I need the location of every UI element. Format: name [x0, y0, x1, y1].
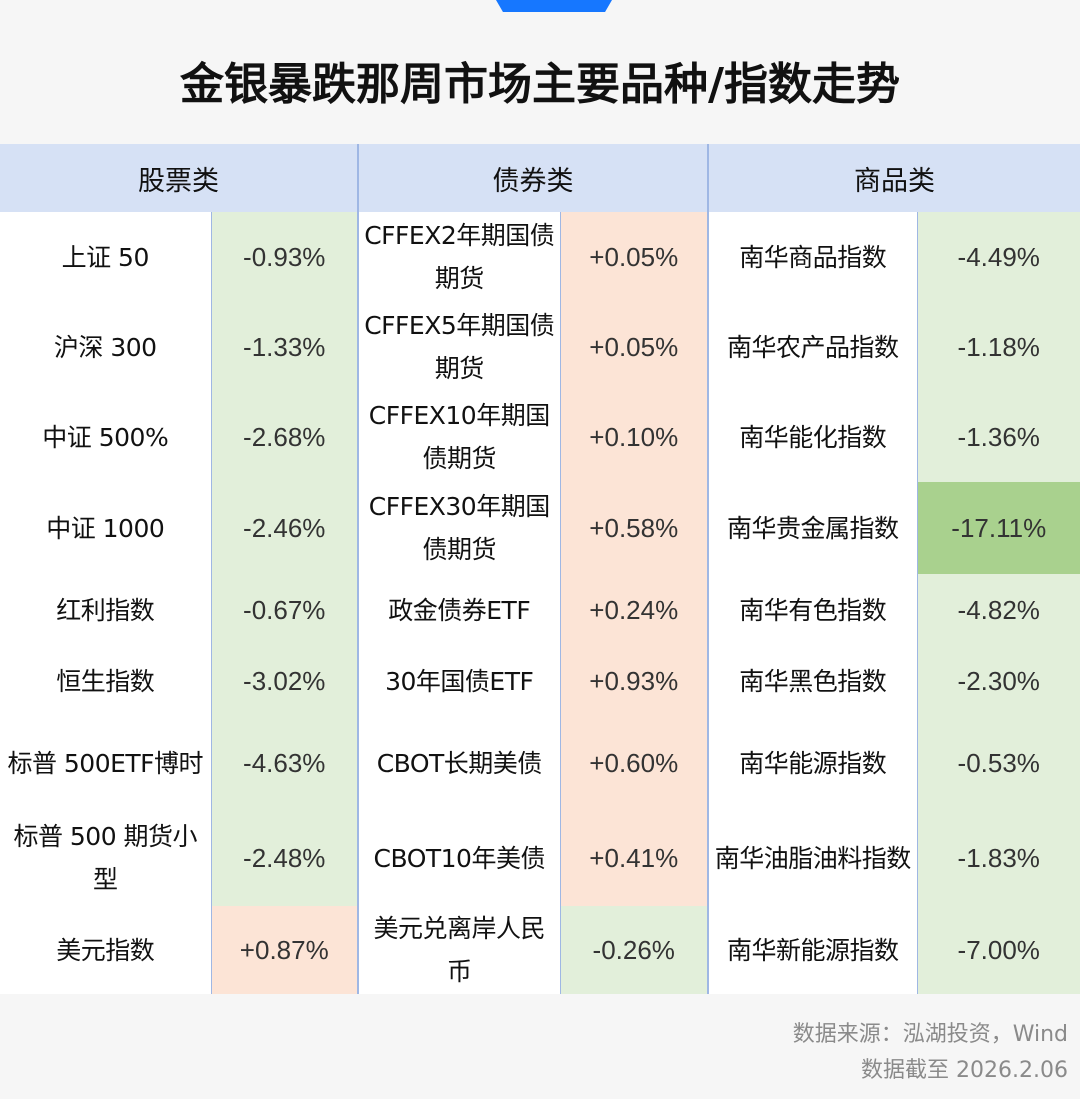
stock-name-cell: 标普 500 期货小型 — [0, 810, 211, 906]
bond-name-cell: 美元兑离岸人民币 — [357, 906, 560, 994]
table-row: 标普 500 期货小型 -2.48% CBOT10年美债 +0.41% 南华油脂油料指数… — [0, 810, 1080, 906]
bond-change-cell: +0.60% — [559, 716, 708, 810]
stock-name-cell: 红利指数 — [0, 574, 211, 646]
stock-change-cell: -4.63% — [210, 716, 358, 810]
table-row: 美元指数 +0.87% 美元兑离岸人民币 -0.26% 南华新能源指数 -7.00% — [0, 906, 1080, 994]
stock-change-cell: -0.67% — [210, 574, 358, 646]
stock-change-cell: -3.02% — [210, 646, 358, 716]
stock-change-cell: +0.87% — [210, 906, 358, 994]
source-note: 数据来源：泓湖投资，Wind — [792, 1022, 1068, 1047]
commodity-name-cell: 南华有色指数 — [707, 574, 917, 646]
bond-name-cell: 30年国债ETF — [357, 646, 560, 716]
commodity-change-cell: -1.18% — [916, 302, 1080, 392]
stock-name-cell: 恒生指数 — [0, 646, 211, 716]
table-row: 恒生指数 -3.02% 30年国债ETF +0.93% 南华黑色指数 -2.30% — [0, 646, 1080, 716]
commodity-change-cell: -2.30% — [916, 646, 1080, 716]
bond-change-cell: +0.93% — [559, 646, 708, 716]
commodity-change-cell: -0.53% — [916, 716, 1080, 810]
date-note: 数据截至 2026.2.06 — [861, 1058, 1068, 1083]
commodity-name-cell: 南华商品指数 — [707, 212, 917, 302]
stock-change-cell: -2.68% — [210, 392, 358, 482]
table-row: 红利指数 -0.67% 政金债券ETF +0.24% 南华有色指数 -4.82% — [0, 574, 1080, 646]
stock-name-cell: 标普 500ETF博时 — [0, 716, 211, 810]
column-header-stock: 股票类 — [0, 144, 358, 212]
bond-change-cell: +0.05% — [559, 212, 708, 302]
commodity-change-cell: -4.49% — [916, 212, 1080, 302]
table-row: 中证 1000 -2.46% CFFEX30年期国债期货 +0.58% 南华贵金属指数 -… — [0, 482, 1080, 574]
bond-change-cell: +0.41% — [559, 810, 708, 906]
market-table: 股票类 债券类 商品类 上证 50 -0.93% CFFEX2年期国债期货 +0.05… — [0, 144, 1080, 994]
column-header-commodity: 商品类 — [707, 144, 1080, 212]
bond-name-cell: 政金债券ETF — [357, 574, 560, 646]
bond-name-cell: CFFEX5年期国债期货 — [357, 302, 560, 392]
commodity-name-cell: 南华黑色指数 — [707, 646, 917, 716]
bond-name-cell: CBOT长期美债 — [357, 716, 560, 810]
commodity-change-cell: -7.00% — [916, 906, 1080, 994]
stock-name-cell: 中证 1000 — [0, 482, 211, 574]
commodity-name-cell: 南华新能源指数 — [707, 906, 917, 994]
column-header-bond: 债券类 — [357, 144, 708, 212]
stock-change-cell: -0.93% — [210, 212, 358, 302]
commodity-name-cell: 南华农产品指数 — [707, 302, 917, 392]
table-row: 上证 50 -0.93% CFFEX2年期国债期货 +0.05% 南华商品指数 -4.49… — [0, 212, 1080, 302]
stock-name-cell: 美元指数 — [0, 906, 211, 994]
bond-change-cell: +0.05% — [559, 302, 708, 392]
commodity-change-cell: -4.82% — [916, 574, 1080, 646]
bond-name-cell: CFFEX2年期国债期货 — [357, 212, 560, 302]
bond-change-cell: -0.26% — [559, 906, 708, 994]
bond-name-cell: CFFEX10年期国债期货 — [357, 392, 560, 482]
bond-change-cell: +0.58% — [559, 482, 708, 574]
commodity-name-cell: 南华油脂油料指数 — [707, 810, 917, 906]
table-row: 沪深 300 -1.33% CFFEX5年期国债期货 +0.05% 南华农产品指数 -1.… — [0, 302, 1080, 392]
stock-name-cell: 中证 500% — [0, 392, 211, 482]
commodity-change-cell: -1.83% — [916, 810, 1080, 906]
bond-change-cell: +0.24% — [559, 574, 708, 646]
stock-name-cell: 上证 50 — [0, 212, 211, 302]
commodity-name-cell: 南华能源指数 — [707, 716, 917, 810]
table-header-row: 股票类 债券类 商品类 — [0, 144, 1080, 212]
table-row: 标普 500ETF博时 -4.63% CBOT长期美债 +0.60% 南华能源指数 -0.… — [0, 716, 1080, 810]
stock-name-cell: 沪深 300 — [0, 302, 211, 392]
commodity-change-cell: -1.36% — [916, 392, 1080, 482]
table-row: 中证 500% -2.68% CFFEX10年期国债期货 +0.10% 南华能化指数 -1… — [0, 392, 1080, 482]
commodity-name-cell: 南华贵金属指数 — [707, 482, 917, 574]
top-tab-indicator — [496, 0, 612, 12]
bond-name-cell: CFFEX30年期国债期货 — [357, 482, 560, 574]
bond-change-cell: +0.10% — [559, 392, 708, 482]
stock-change-cell: -2.46% — [210, 482, 358, 574]
page-title: 金银暴跌那周市场主要品种/指数走势 — [179, 59, 901, 110]
stock-change-cell: -2.48% — [210, 810, 358, 906]
commodity-change-cell: -17.11% — [916, 482, 1080, 574]
stock-change-cell: -1.33% — [210, 302, 358, 392]
bond-name-cell: CBOT10年美债 — [357, 810, 560, 906]
commodity-name-cell: 南华能化指数 — [707, 392, 917, 482]
